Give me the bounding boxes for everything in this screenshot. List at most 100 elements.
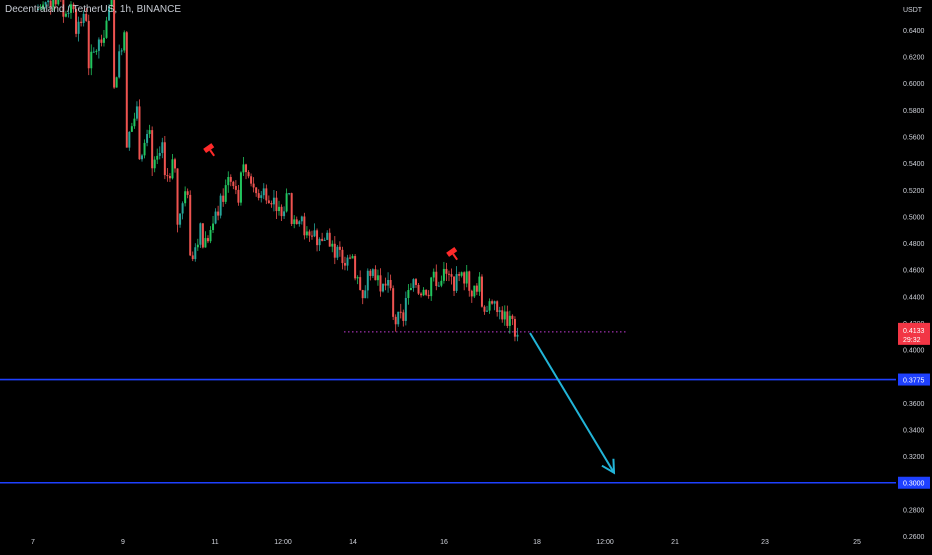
candle-body [323,239,326,241]
price-tick-label: 0.4000 [903,348,925,355]
candle-body [486,310,489,312]
price-axis[interactable]: USDT 0.6400 0.6200 0.6000 0.5800 0.5600 0.5400… [896,0,932,550]
candle-body [138,106,141,160]
candle-body [214,211,217,224]
time-axis[interactable]: 7 9 11 12:00 14 16 18 12:00 21 23 25 [31,539,861,546]
candle-body [473,285,476,297]
price-tick-label: 0.2600 [903,534,925,541]
candle-body [285,193,288,212]
symbol-name[interactable]: Decentraland / TetherUS [5,4,115,15]
candle-body [260,195,263,198]
candle-body [173,159,176,169]
interval-label[interactable]: 1h [119,4,132,15]
candle-body [237,189,240,203]
candle-body [394,316,397,325]
candle-body [229,177,232,182]
candle-body [201,223,204,248]
candle-body [54,0,57,5]
candle-body [67,12,70,14]
price-tick-label: 0.4600 [903,268,925,275]
price-tick-label: 0.4400 [903,294,925,301]
candle-body [389,279,392,289]
candle-body [470,290,473,297]
candle-body [141,155,144,160]
time-tick-label: 14 [349,539,357,546]
candle-body [374,269,377,281]
candle-body [506,311,509,326]
candle-body [280,206,283,217]
countdown-label: 29:32 [903,337,921,344]
candle-body [465,271,468,284]
candle-body [412,279,415,288]
candle-body [288,193,291,195]
candle-body [69,4,72,13]
candle-body [453,276,456,291]
current-price-badge [898,322,930,345]
time-tick-label: 23 [761,539,769,546]
candle-body [39,8,42,10]
candle-body [298,221,301,225]
candle-body [328,232,331,247]
candle-body [161,142,164,153]
candle-body [493,301,496,304]
candle-body [387,279,390,286]
chart-title: Decentraland / TetherUS, 1h, BINANCE [5,4,181,15]
time-tick-label: 25 [853,539,861,546]
price-tick-label: 0.6200 [903,55,925,62]
candle-body [168,176,171,179]
candle-body [501,310,504,320]
projection-arrow[interactable] [529,332,615,474]
candle-body [333,243,336,258]
candle-body [488,301,491,311]
title-separator: , [114,4,120,15]
candle-body [176,168,179,225]
candle-body [92,51,95,53]
candle-body [123,32,126,51]
candle-body [430,277,433,297]
candle-body [427,294,430,297]
candle-body [95,50,98,52]
level-price-badge [898,373,930,386]
candle-body [270,203,273,205]
price-tick-label: 0.5400 [903,161,925,168]
candle-body [478,276,481,292]
candle-body [422,289,425,296]
candle-body [42,4,45,9]
candle-body [250,176,253,184]
candle-body [397,311,400,325]
candle-body [369,270,372,276]
candle-body [275,197,278,212]
candle-body [508,315,511,326]
candle-body [498,310,501,312]
candle-body [343,263,346,266]
candle-body [206,238,209,242]
candle-body [407,290,410,299]
candle-body [179,213,182,225]
candle-body [491,301,494,304]
candle-body [359,277,362,290]
candle-body [184,191,187,204]
candle-body [354,256,357,279]
candle-body [450,274,453,277]
candle-body [321,238,324,241]
candle-body [37,8,39,10]
candle-body [445,268,448,274]
candle-body [242,164,245,173]
candle-body [420,293,423,296]
candle-body [379,275,382,292]
candle-body [300,216,303,222]
price-tick-label: 0.5000 [903,214,925,221]
candle-body [82,13,85,23]
candle-body [108,6,111,21]
candle-body [72,4,75,10]
candle-body [105,20,108,38]
candle-body [118,51,121,78]
candle-body [435,271,438,286]
candle-body [356,277,359,279]
candle-body [455,274,458,291]
candle-body [130,126,133,132]
candle-body [326,232,329,240]
price-tick-label: 0.4800 [903,241,925,248]
